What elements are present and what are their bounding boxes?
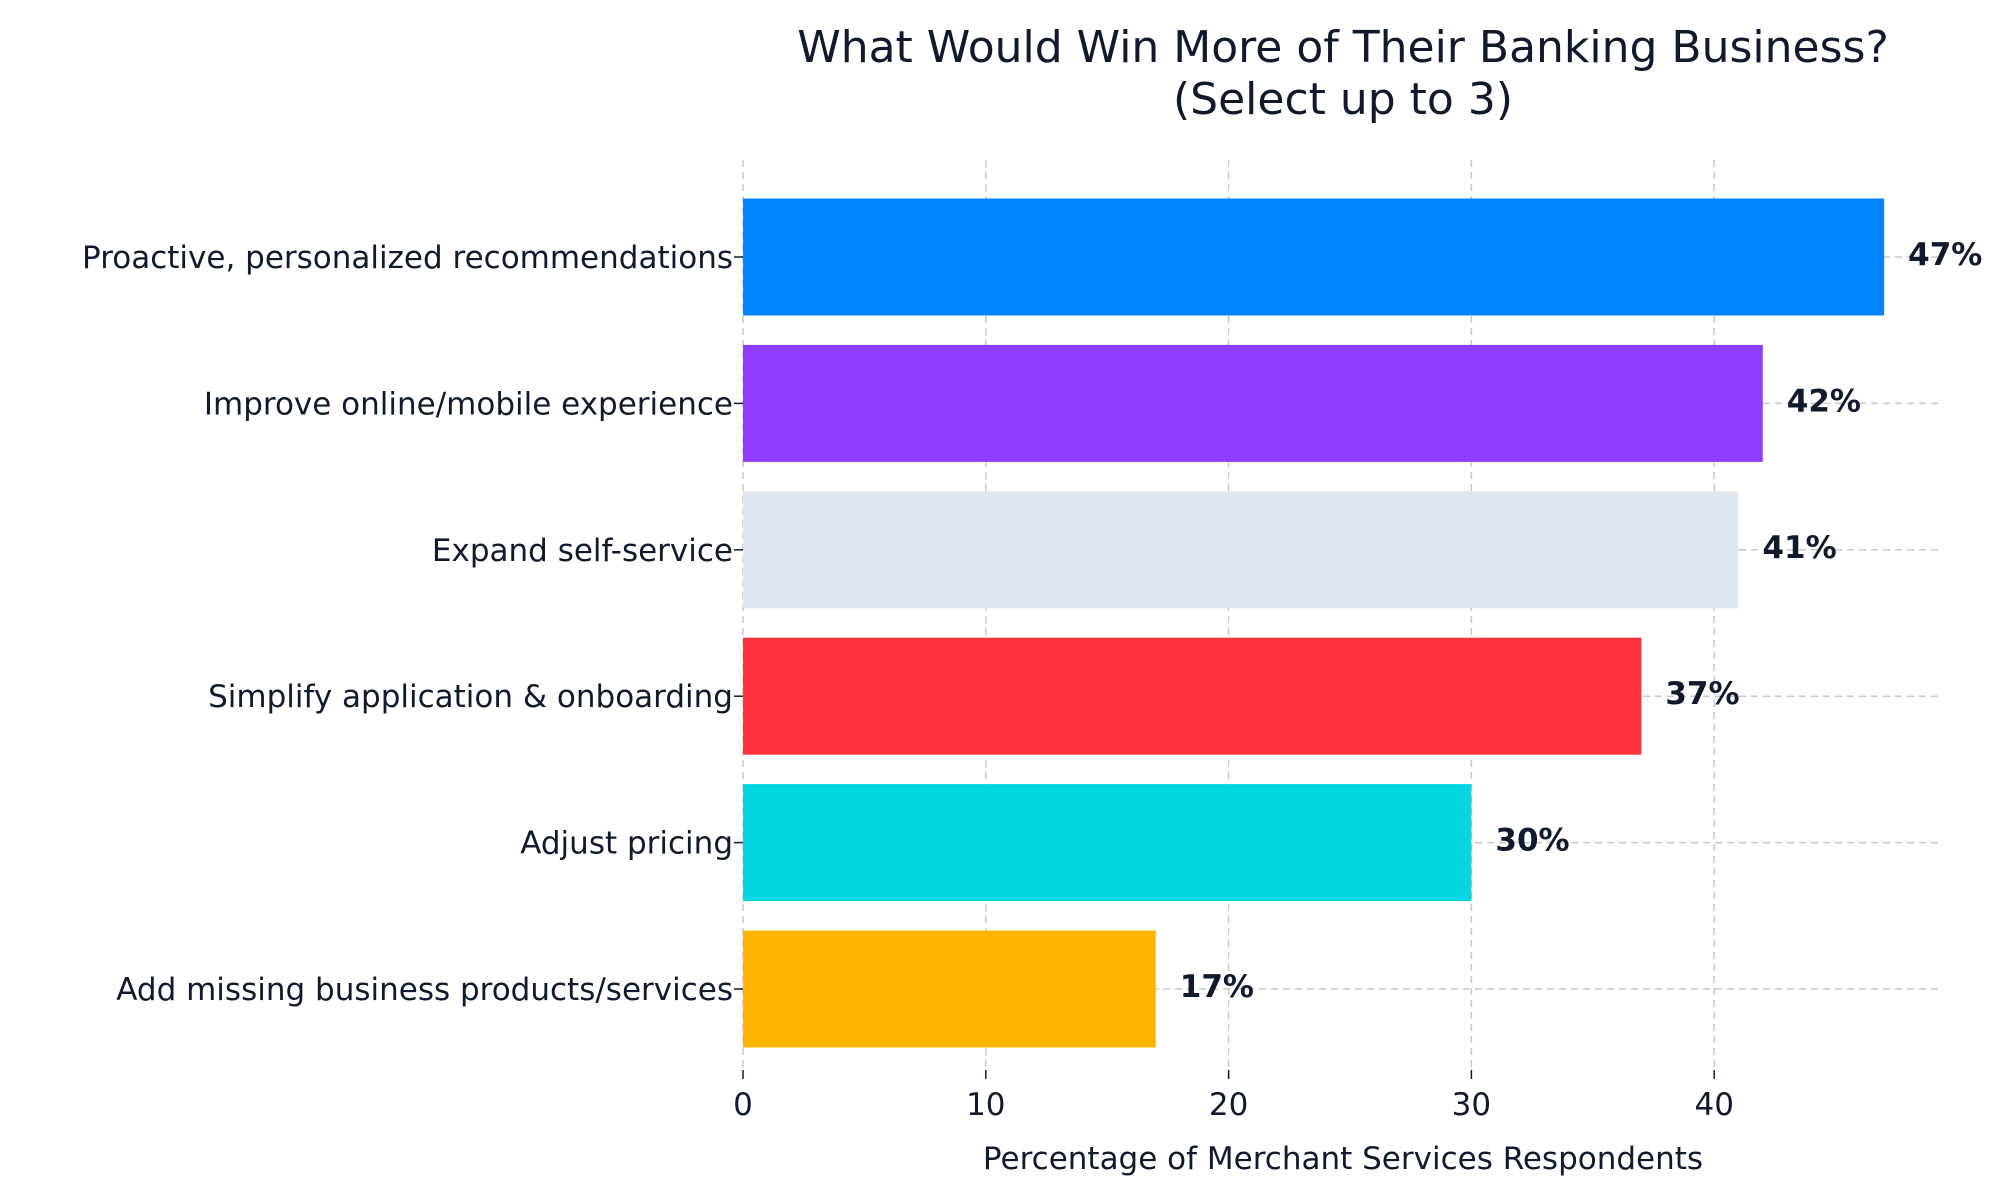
bar-1 — [743, 344, 1763, 462]
bar-0 — [743, 198, 1885, 316]
x-tick-label-2: 20 — [1209, 1087, 1248, 1123]
value-label-4: 30% — [1495, 823, 1569, 859]
x-tick-label-1: 10 — [966, 1087, 1005, 1123]
value-label-0: 47% — [1908, 237, 1982, 273]
value-label-3: 37% — [1665, 676, 1739, 712]
chart-title-line-1: What Would Win More of Their Banking Bus… — [797, 22, 1889, 73]
category-label-1: Improve online/mobile experience — [204, 386, 733, 422]
category-label-0: Proactive, personalized recommendations — [82, 240, 733, 276]
bar-2 — [743, 491, 1739, 609]
category-label-3: Simplify application & onboarding — [208, 679, 733, 715]
value-labels: 47% 42% 41% 37% 30% 17% — [1180, 237, 1983, 1005]
x-tick-label-0: 0 — [733, 1087, 753, 1123]
value-label-2: 41% — [1762, 530, 1836, 566]
bar-4 — [743, 784, 1472, 902]
chart-title-line-2: (Select up to 3) — [1173, 74, 1513, 125]
category-label-4: Adjust pricing — [520, 826, 733, 862]
y-axis-category-labels: Proactive, personalized recommendations I… — [82, 240, 743, 1008]
value-label-5: 17% — [1180, 969, 1254, 1005]
bar-layer — [743, 198, 1885, 1048]
value-label-1: 42% — [1787, 383, 1861, 419]
category-label-5: Add missing business products/services — [116, 972, 733, 1008]
bar-3 — [743, 637, 1642, 755]
bar-5 — [743, 930, 1156, 1048]
x-axis-ticks: 0 10 20 30 40 — [733, 1070, 1734, 1123]
x-tick-label-4: 40 — [1694, 1087, 1733, 1123]
x-axis-label: Percentage of Merchant Services Responde… — [983, 1141, 1703, 1177]
category-label-2: Expand self-service — [432, 533, 733, 569]
x-tick-label-3: 30 — [1452, 1087, 1491, 1123]
